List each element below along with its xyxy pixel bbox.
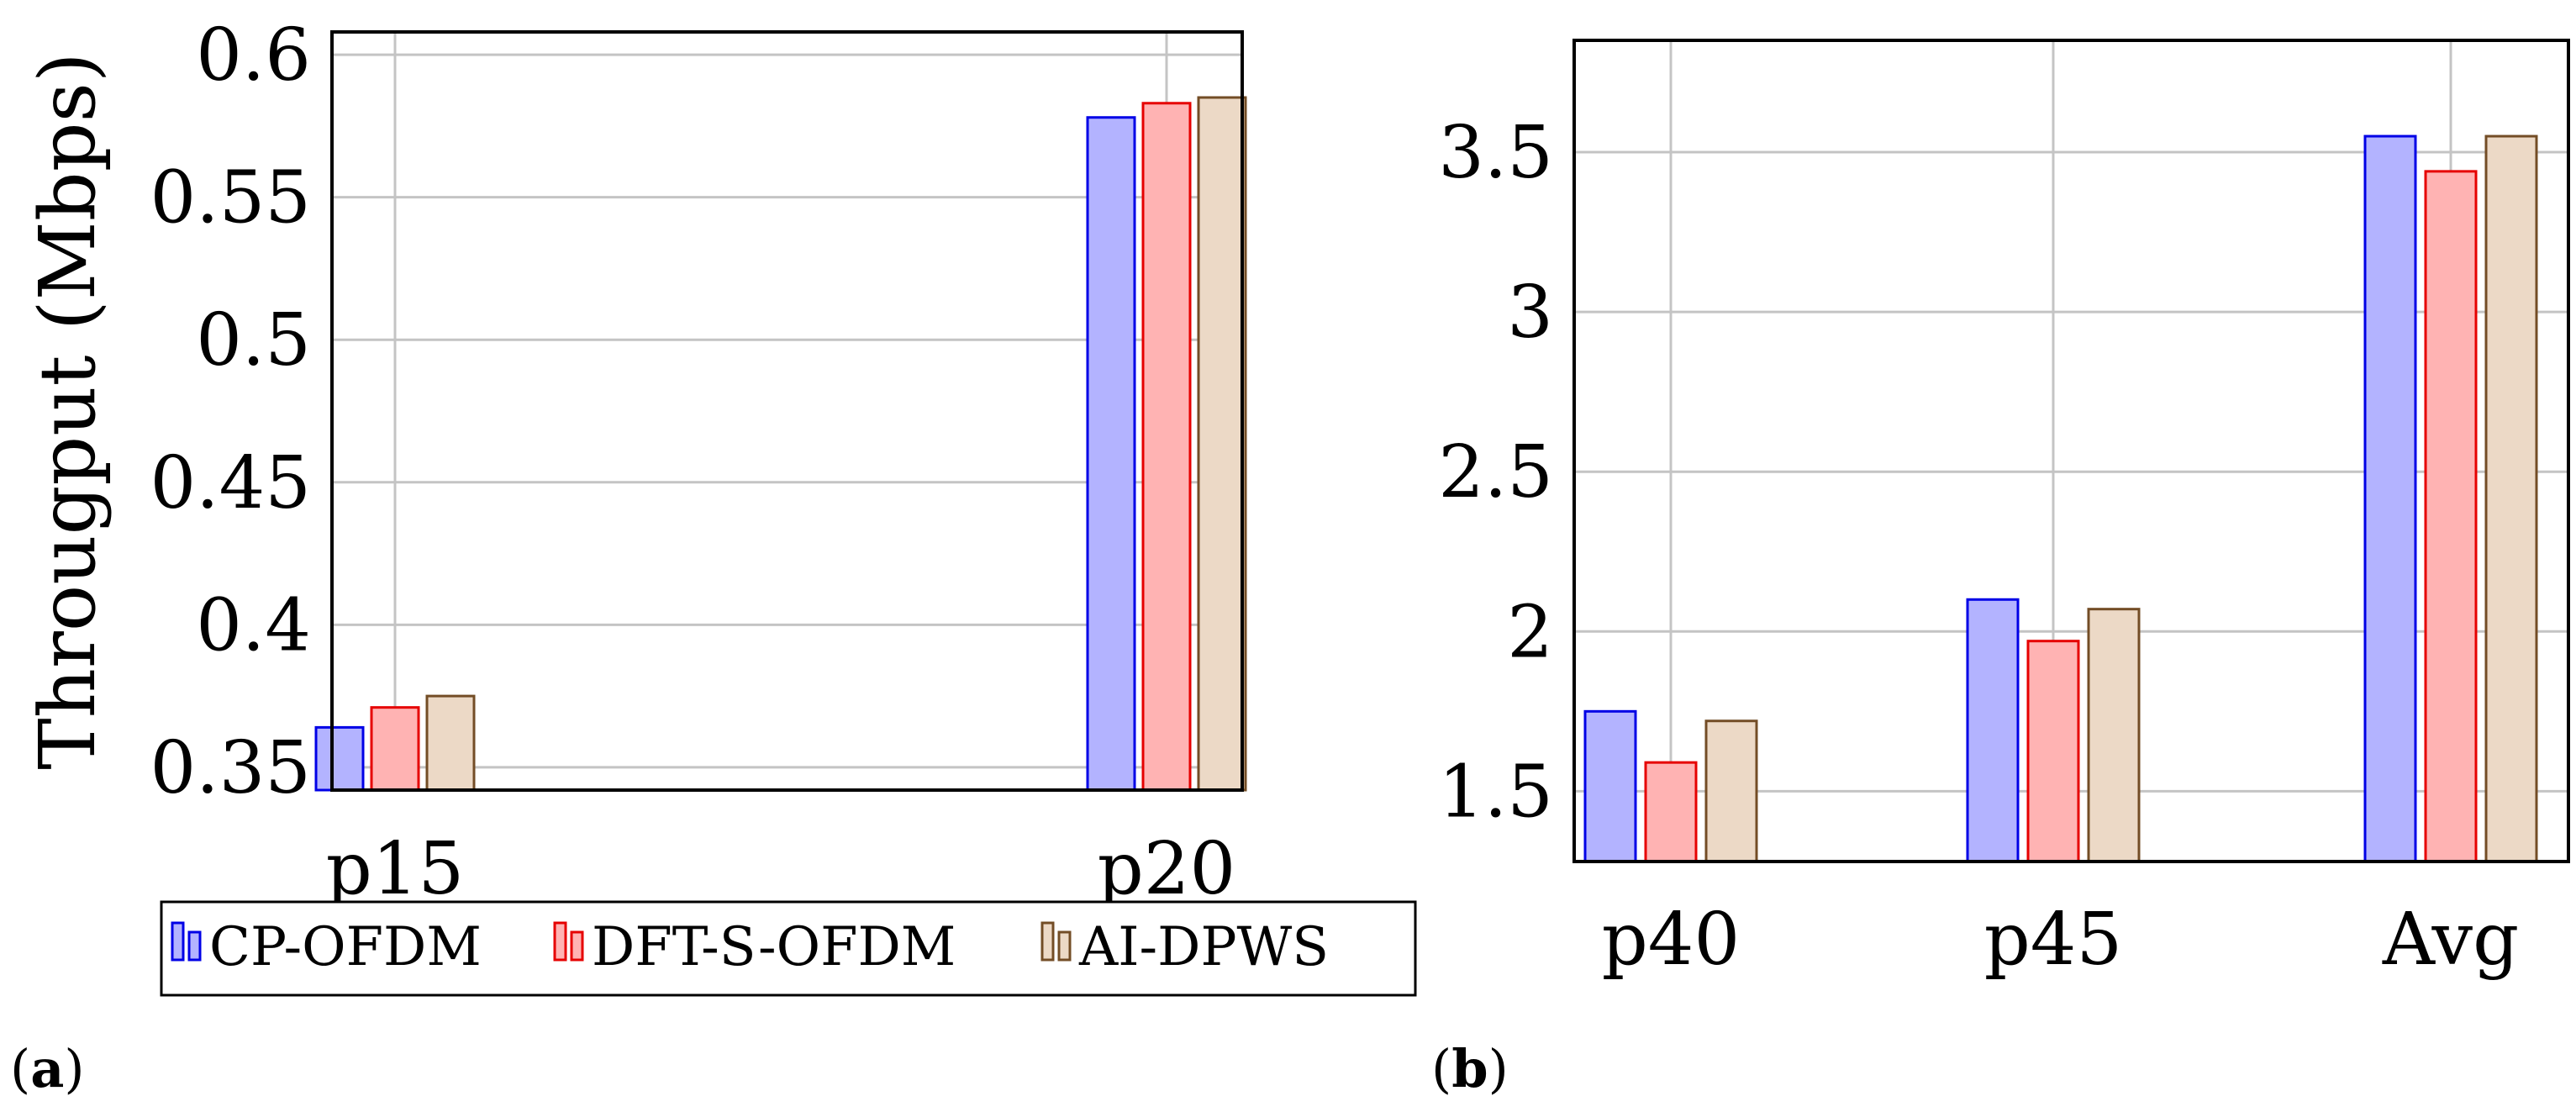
chart-b-bar-ai-dpws-avg [2484, 134, 2538, 863]
chart-b-x-tick-label: Avg [2382, 898, 2519, 982]
panel-label-a: (a) [10, 1038, 85, 1099]
legend-swatch-bar [1057, 930, 1072, 962]
chart-a-x-tick-labels: p15 p20 [326, 827, 1235, 911]
chart-b-y-tick-label: 2 [1507, 590, 1553, 674]
chart-b-y-tick-label: 2.5 [1438, 430, 1553, 514]
chart-b-x-tick-label: p45 [1984, 898, 2122, 982]
legend-item: CP-OFDM [171, 916, 482, 978]
chart-b-bar-ai-dpws-p45 [2087, 608, 2141, 863]
chart-b-y-tick-label: 1.5 [1438, 750, 1553, 834]
chart-a-y-tick-label: 0.5 [196, 298, 311, 382]
chart-b: 1.5 2 2.5 3 3.5 p40 p45 Avg [1438, 39, 2570, 982]
legend-swatch-bar [171, 921, 185, 962]
chart-b-bar-cp-ofdm-p45 [1966, 598, 2020, 863]
legend: CP-OFDM DFT-S-OFDM AI-DPWS [160, 900, 1417, 997]
chart-a-bar-ai-dpws-p20 [1197, 96, 1247, 792]
chart-a: 0.35 0.4 0.45 0.5 0.55 0.6 p15 p20 Througput (… [23, 13, 1247, 911]
chart-a-x-tick-label: p20 [1098, 827, 1235, 911]
chart-a-y-tick-labels: 0.35 0.4 0.45 0.5 0.55 0.6 [150, 13, 311, 810]
chart-a-plot-frame [330, 30, 1244, 792]
chart-a-bar-dft-s-ofdm-p20 [1141, 102, 1192, 792]
chart-b-bar-dft-s-ofdm-p40 [1644, 761, 1698, 863]
legend-frame [160, 900, 1417, 997]
chart-b-y-tick-label: 3.5 [1438, 111, 1553, 195]
chart-b-bar-dft-s-ofdm-p45 [2026, 640, 2080, 863]
legend-label: AI-DPWS [1078, 916, 1329, 978]
chart-b-bar-dft-s-ofdm-avg [2424, 170, 2478, 863]
chart-a-bars [314, 96, 1247, 792]
legend-item: DFT-S-OFDM [553, 916, 956, 978]
chart-b-bar-cp-ofdm-avg [2363, 134, 2417, 863]
chart-a-y-tick-label: 0.6 [196, 13, 311, 97]
chart-b-bar-cp-ofdm-p40 [1583, 709, 1637, 863]
chart-a-bar-cp-ofdm-p15 [314, 725, 365, 792]
panel-label-b: (b) [1431, 1038, 1509, 1099]
chart-a-gridlines [332, 32, 1242, 790]
legend-swatch-bar [1040, 921, 1055, 962]
chart-a-y-tick-label: 0.4 [196, 583, 311, 667]
chart-b-plot-frame [1572, 39, 2570, 863]
chart-b-x-tick-label: p40 [1602, 898, 1740, 982]
legend-label: CP-OFDM [209, 916, 482, 978]
chart-b-x-tick-labels: p40 p45 Avg [1602, 898, 2519, 982]
chart-a-x-tick-label: p15 [326, 827, 464, 911]
chart-a-y-tick-label: 0.45 [150, 441, 311, 525]
chart-b-bar-ai-dpws-p40 [1704, 719, 1758, 863]
chart-a-bar-ai-dpws-p15 [425, 694, 476, 792]
chart-b-y-tick-label: 3 [1507, 271, 1553, 355]
legend-label: DFT-S-OFDM [592, 916, 956, 978]
legend-item: AI-DPWS [1040, 916, 1329, 978]
chart-b-y-tick-labels: 1.5 2 2.5 3 3.5 [1438, 111, 1553, 834]
chart-a-bar-cp-ofdm-p20 [1086, 116, 1136, 792]
chart-b-bars [1583, 134, 2538, 863]
chart-a-y-axis-label: Througput (Mbps) [23, 52, 113, 769]
legend-swatch-bar [553, 921, 567, 962]
chart-a-bar-dft-s-ofdm-p15 [370, 706, 420, 792]
legend-swatch-bar [187, 930, 202, 962]
legend-swatch-bar [570, 930, 584, 962]
chart-a-y-tick-label: 0.55 [150, 156, 311, 240]
chart-a-y-tick-label: 0.35 [150, 726, 311, 810]
